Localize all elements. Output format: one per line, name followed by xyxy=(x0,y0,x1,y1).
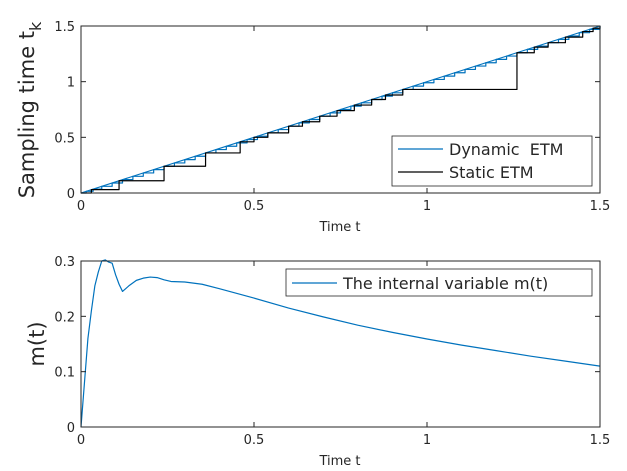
top-x-tick-label: 0 xyxy=(77,199,85,214)
top-y-tick-label: 0.5 xyxy=(54,131,75,146)
top-legend: Dynamic ETM Static ETM xyxy=(391,135,593,187)
bottom-x-tick-label: 1.5 xyxy=(590,433,611,448)
top-y-tick-label: 1.5 xyxy=(54,20,75,35)
bottom-chart: 0 0.5 1 1.5 0 0.1 0.2 0.3 Time t m(t) The inter… xyxy=(25,255,610,469)
bottom-ticks-group: 0 0.5 1 1.5 0 0.1 0.2 0.3 xyxy=(54,255,610,448)
bottom-x-axis-label: Time t xyxy=(318,454,360,469)
top-y-axis-label-main: Sampling time t xyxy=(15,31,39,198)
bottom-y-axis-label: m(t) xyxy=(25,321,49,366)
top-legend-box xyxy=(391,135,593,187)
top-x-axis-label: Time t xyxy=(318,220,360,235)
bottom-x-tick-label: 0.5 xyxy=(244,433,265,448)
bottom-y-tick-label: 0.2 xyxy=(54,310,75,325)
top-y-tick-label: 0 xyxy=(67,187,75,202)
top-ticks-group: 0 0.5 1 1.5 0 0.5 1 1.5 xyxy=(54,20,610,214)
bottom-x-tick-label: 0 xyxy=(77,433,85,448)
top-y-tick-label: 1 xyxy=(67,76,75,91)
axes-box-top xyxy=(80,25,601,194)
axes-box-bottom xyxy=(80,260,601,428)
top-x-tick-label: 0.5 xyxy=(244,199,265,214)
bottom-y-tick-label: 0.1 xyxy=(54,366,75,381)
top-y-axis-label: Sampling time tk xyxy=(15,21,45,198)
top-legend-label-dynamic: Dynamic ETM xyxy=(449,140,563,159)
bottom-series-group xyxy=(80,259,601,428)
top-legend-label-static: Static ETM xyxy=(449,163,534,182)
bottom-y-tick-label: 0 xyxy=(67,421,75,436)
bottom-legend-label: The internal variable m(t) xyxy=(342,274,548,293)
top-y-axis-label-subscript: k xyxy=(26,21,45,31)
bottom-legend: The internal variable m(t) xyxy=(285,268,593,297)
top-series-group xyxy=(80,25,601,194)
bottom-x-tick-label: 1 xyxy=(423,433,431,448)
bottom-series-line-0 xyxy=(80,259,601,428)
bottom-y-tick-label: 0.3 xyxy=(54,255,75,270)
top-x-tick-label: 1 xyxy=(423,199,431,214)
top-chart: 0 0.5 1 1.5 0 0.5 1 1.5 Time t Sampling time tk… xyxy=(15,20,610,235)
top-series-line-1 xyxy=(81,26,601,194)
top-x-tick-label: 1.5 xyxy=(590,199,611,214)
